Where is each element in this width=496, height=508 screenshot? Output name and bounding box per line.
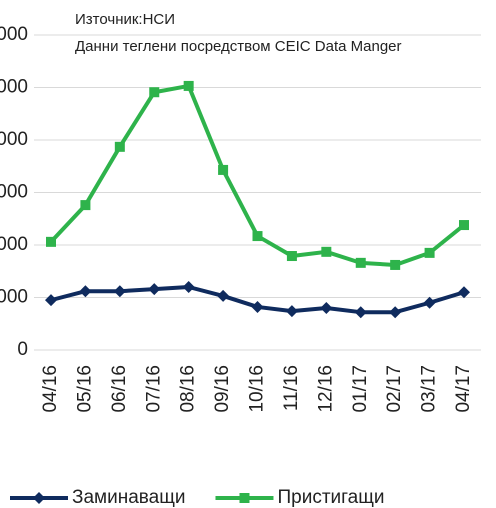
marker (321, 246, 332, 257)
y-tick-label: 2000 (0, 234, 28, 255)
marker (252, 231, 263, 242)
marker (354, 306, 367, 319)
marker (390, 259, 401, 270)
marker (285, 305, 298, 318)
y-tick-label: 4000 (0, 129, 28, 150)
marker (80, 200, 91, 211)
marker (148, 283, 161, 296)
marker (459, 220, 469, 231)
marker (182, 281, 195, 293)
x-tick-label: 04/17 (453, 365, 474, 413)
x-tick-label: 11/16 (281, 365, 302, 411)
x-tick-label: 07/16 (143, 365, 164, 413)
marker (320, 302, 333, 314)
marker (113, 285, 126, 298)
grid (34, 34, 481, 351)
marker (218, 164, 229, 175)
marker (33, 492, 45, 504)
annotation: Източник:НСИ (75, 11, 175, 28)
marker (46, 236, 56, 247)
marker (423, 296, 436, 309)
marker (45, 294, 57, 307)
marker (424, 247, 435, 258)
marker (114, 141, 125, 152)
marker (149, 87, 160, 98)
y-tick-label: 3000 (0, 182, 28, 203)
x-tick-label: 04/16 (40, 365, 61, 413)
y-tick-label: 0 (17, 339, 28, 360)
x-tick-label: 05/16 (74, 365, 95, 413)
y-tick-label: 5000 (0, 77, 28, 98)
x-tick-label: 08/16 (178, 365, 199, 413)
annotation: Данни теглени посредством CEIC Data Mang… (75, 38, 402, 55)
marker (79, 285, 92, 298)
marker (458, 286, 470, 299)
y-tick-label: 1000 (0, 287, 28, 308)
marker (239, 493, 250, 503)
x-tick-label: 02/17 (384, 365, 405, 413)
marker (217, 289, 230, 302)
marker (389, 306, 402, 319)
x-tick-label: 03/17 (419, 365, 440, 413)
marker (251, 300, 264, 313)
x-tick-label: 06/16 (109, 365, 130, 413)
marker (183, 80, 194, 91)
x-tick-label: 12/16 (315, 365, 336, 413)
marker (355, 257, 366, 268)
y-tick-label: 6000 (0, 24, 28, 45)
x-tick-label: 09/16 (212, 365, 233, 413)
marker (286, 251, 297, 262)
x-tick-label: 10/16 (247, 365, 268, 413)
legend-label: Заминаващи (72, 487, 185, 508)
legend-label: Пристигащи (277, 487, 384, 508)
x-tick-label: 01/17 (350, 365, 371, 413)
